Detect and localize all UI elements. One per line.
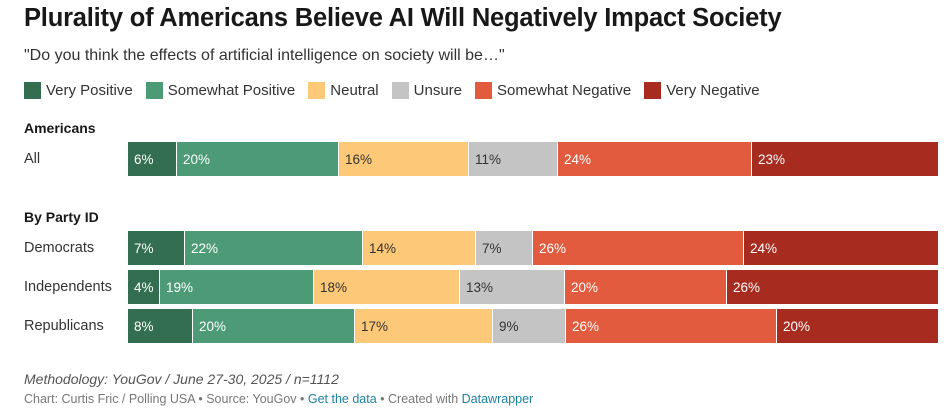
bar-segment: 23% — [752, 142, 938, 176]
legend-swatch — [24, 82, 41, 99]
bar-segment: 6% — [128, 142, 177, 176]
bar-segment: 26% — [727, 270, 938, 304]
bar-segment: 26% — [566, 309, 777, 343]
bar-value-label: 20% — [183, 151, 211, 167]
bar-segment: 19% — [160, 270, 314, 304]
bar-value-label: 4% — [134, 279, 154, 295]
bar-value-label: 17% — [361, 318, 389, 334]
bar-value-label: 8% — [134, 318, 154, 334]
bar-segment: 16% — [339, 142, 469, 176]
bar-value-label: 22% — [191, 240, 219, 256]
row-label-all: All — [24, 151, 41, 167]
bar-value-label: 14% — [369, 240, 397, 256]
bar-segment: 24% — [744, 231, 938, 265]
bar-value-label: 26% — [539, 240, 567, 256]
bar-value-label: 24% — [750, 240, 778, 256]
legend-item: Neutral — [308, 82, 379, 99]
legend-label: Very Positive — [46, 82, 133, 99]
bar-value-label: 13% — [466, 279, 494, 295]
bar-segment: 20% — [777, 309, 938, 343]
bar-segment: 7% — [128, 231, 185, 265]
bar-value-label: 24% — [564, 151, 592, 167]
legend-item: Somewhat Negative — [475, 82, 631, 99]
bar-segment: 26% — [533, 231, 744, 265]
chart-title: Plurality of Americans Believe AI Will N… — [24, 4, 782, 32]
bar-value-label: 9% — [499, 318, 519, 334]
bar-value-label: 20% — [571, 279, 599, 295]
group-label-americans: Americans — [24, 120, 96, 136]
bar-segment: 11% — [469, 142, 558, 176]
bar-value-label: 7% — [134, 240, 154, 256]
bar-value-label: 16% — [345, 151, 373, 167]
legend-label: Neutral — [330, 82, 379, 99]
legend-swatch — [391, 82, 409, 99]
bar-value-label: 11% — [475, 151, 502, 167]
bar-value-label: 20% — [199, 318, 227, 334]
bar-segment: 7% — [476, 231, 533, 265]
group-label-party: By Party ID — [24, 209, 99, 225]
bar-segment: 20% — [177, 142, 339, 176]
bar-segment: 4% — [128, 270, 160, 304]
bar-value-label: 18% — [320, 279, 348, 295]
bar-segment: 20% — [193, 309, 355, 343]
created-with-text: • Created with — [376, 392, 462, 406]
bar-value-label: 20% — [783, 318, 811, 334]
bar-segment: 13% — [460, 270, 565, 304]
footer-credit: Chart: Curtis Fric / Polling USA • Sourc… — [24, 392, 533, 406]
bar-value-label: 19% — [166, 279, 194, 295]
datawrapper-link[interactable]: Datawrapper — [461, 392, 534, 406]
bar-segment: 18% — [314, 270, 460, 304]
bar-value-label: 6% — [134, 151, 154, 167]
legend-label: Somewhat Positive — [167, 82, 296, 99]
legend-swatch — [475, 82, 492, 99]
credit-text: Chart: Curtis Fric / Polling USA • Sourc… — [24, 392, 308, 406]
legend-item: Somewhat Positive — [145, 82, 296, 99]
legend-swatch — [308, 82, 326, 99]
bar-value-label: 23% — [758, 151, 786, 167]
bar-all: 6% 20% 16% 11% 24% 23% — [128, 142, 938, 176]
legend-item: Unsure — [391, 82, 462, 99]
methodology-note: Methodology: YouGov / June 27-30, 2025 /… — [24, 371, 339, 387]
bar-value-label: 26% — [733, 279, 761, 295]
bar-democrats: 7% 22% 14% 7% 26% 24% — [128, 231, 938, 265]
bar-segment: 17% — [355, 309, 493, 343]
legend-label: Somewhat Negative — [497, 82, 632, 99]
chart-subtitle: "Do you think the effects of artificial … — [24, 47, 505, 64]
bar-republicans: 8% 20% 17% 9% 26% 20% — [128, 309, 938, 343]
legend-swatch — [145, 82, 163, 99]
legend-label: Unsure — [413, 82, 462, 99]
bar-independents: 4% 19% 18% 13% 20% 26% — [128, 270, 938, 304]
bar-value-label: 26% — [572, 318, 600, 334]
get-the-data-link[interactable]: Get the data — [307, 392, 377, 406]
bar-value-label: 7% — [482, 240, 502, 256]
legend: Very Positive Somewhat Positive Neutral Uns… — [24, 82, 773, 99]
row-label-republicans: Republicans — [24, 318, 104, 334]
bar-segment: 9% — [493, 309, 566, 343]
bar-segment: 8% — [128, 309, 193, 343]
bar-segment: 14% — [363, 231, 476, 265]
legend-label: Very Negative — [666, 82, 760, 99]
legend-item: Very Negative — [644, 82, 760, 99]
row-label-independents: Independents — [24, 279, 112, 295]
bar-segment: 20% — [565, 270, 727, 304]
row-label-democrats: Democrats — [24, 240, 95, 256]
legend-item: Very Positive — [24, 82, 133, 99]
legend-swatch — [644, 82, 662, 99]
bar-segment: 24% — [558, 142, 752, 176]
bar-segment: 22% — [185, 231, 363, 265]
